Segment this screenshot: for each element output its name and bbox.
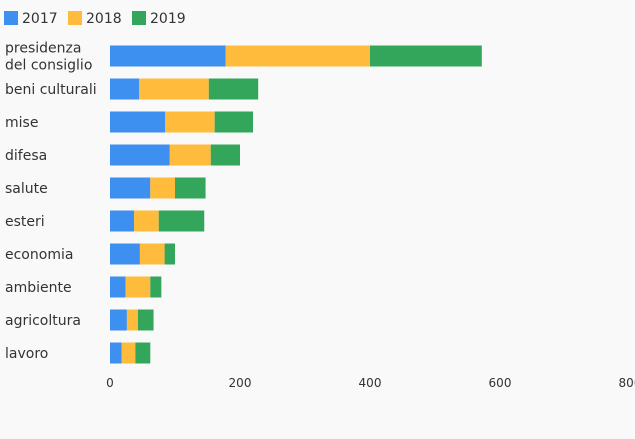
bar-esteri-2019 — [158, 210, 205, 232]
category-label: difesa — [5, 148, 47, 164]
legend-swatch-2017 — [4, 11, 18, 25]
x-axis-ticks: 0 200 400 600 800 — [106, 376, 635, 390]
legend-label-2017: 2017 — [22, 11, 58, 27]
category-label: esteri — [5, 214, 45, 230]
bar-salute-2019 — [175, 177, 206, 199]
x-tick-label: 600 — [489, 376, 512, 390]
bar-presidenza-del-consiglio-2017 — [110, 45, 226, 67]
bar-presidenza-del-consiglio-2019 — [370, 45, 482, 67]
bar-agricoltura-2018 — [126, 309, 138, 331]
category-label: economia — [5, 247, 73, 263]
bar-salute-2018 — [150, 177, 175, 199]
bar-lavoro-2018 — [121, 342, 136, 364]
x-tick-label: 0 — [106, 376, 114, 390]
legend: 2017 2018 2019 — [4, 11, 186, 27]
legend-swatch-2018 — [68, 11, 82, 25]
bar-economia-2017 — [110, 243, 140, 265]
bar-esteri-2018 — [134, 210, 159, 232]
bar-agricoltura-2019 — [137, 309, 154, 331]
legend-label-2018: 2018 — [86, 11, 122, 27]
bar-economia-2019 — [164, 243, 175, 265]
legend-swatch-2019 — [132, 11, 146, 25]
bar-mise-2017 — [110, 111, 166, 133]
bar-esteri-2017 — [110, 210, 135, 232]
bar-economia-2018 — [139, 243, 165, 265]
x-tick-label: 400 — [359, 376, 382, 390]
category-label: lavoro — [5, 346, 48, 362]
bar-lavoro-2019 — [135, 342, 151, 364]
category-label: mise — [5, 115, 38, 131]
bar-mise-2019 — [214, 111, 253, 133]
bar-beni-culturali-2018 — [139, 78, 209, 100]
bar-ambiente-2018 — [125, 276, 151, 298]
x-tick-label: 200 — [229, 376, 252, 390]
x-tick-label: 800 — [619, 376, 635, 390]
bar-difesa-2017 — [110, 144, 170, 166]
bars — [110, 45, 482, 364]
category-label: beni culturali — [5, 82, 97, 98]
legend-label-2019: 2019 — [150, 11, 186, 27]
bar-beni-culturali-2019 — [208, 78, 259, 100]
bar-difesa-2019 — [210, 144, 240, 166]
bar-lavoro-2017 — [110, 342, 122, 364]
category-label: presidenza del consiglio — [5, 41, 92, 74]
bar-mise-2018 — [165, 111, 215, 133]
bar-presidenza-del-consiglio-2018 — [225, 45, 370, 67]
category-label: agricoltura — [5, 313, 81, 329]
category-label: salute — [5, 181, 48, 197]
bar-agricoltura-2017 — [110, 309, 127, 331]
category-label: ambiente — [5, 280, 72, 296]
bar-ambiente-2017 — [110, 276, 126, 298]
bar-difesa-2018 — [169, 144, 211, 166]
bar-beni-culturali-2017 — [110, 78, 140, 100]
bar-salute-2017 — [110, 177, 151, 199]
category-labels: presidenza del consiglio beni culturali mis… — [5, 41, 97, 363]
bar-ambiente-2019 — [150, 276, 162, 298]
